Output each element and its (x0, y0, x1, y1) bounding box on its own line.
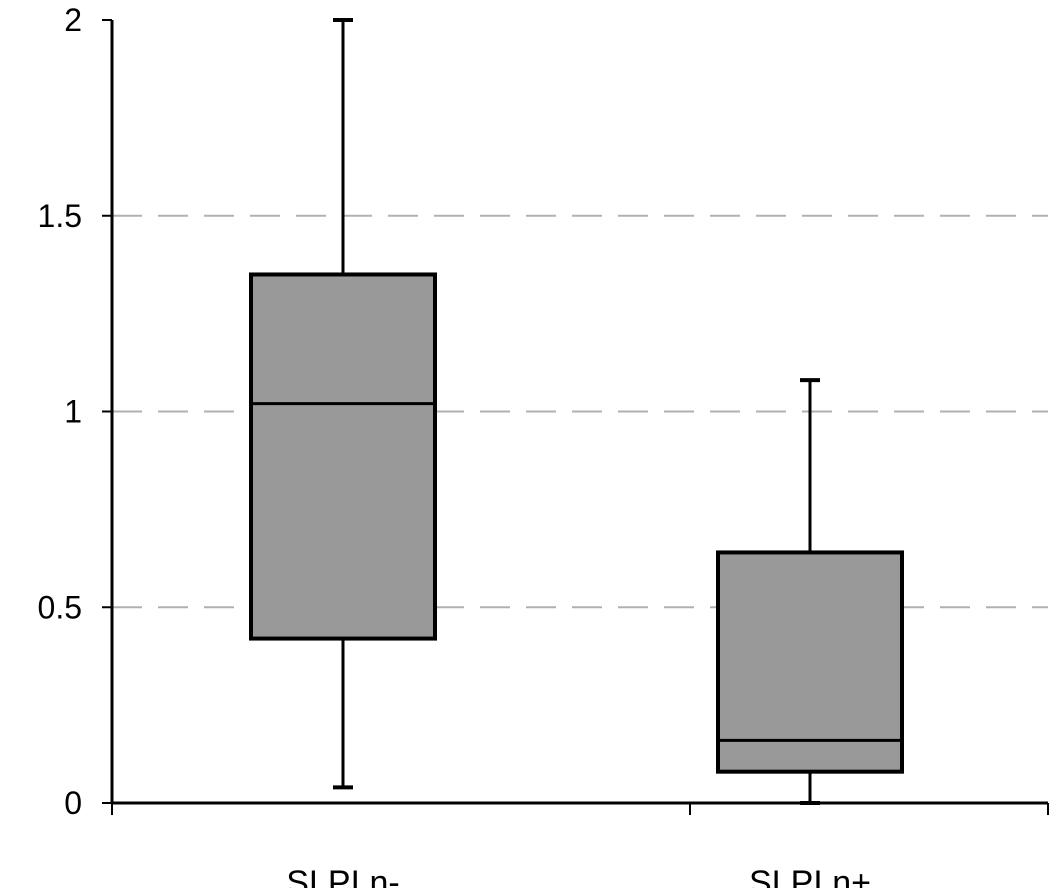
box-layer (249, 18, 904, 805)
label-layer: 0 0.5 1 1.5 2 SLPI n- SLPI n+ (38, 2, 871, 888)
y-tick-label: 0.5 (38, 589, 82, 625)
axis-layer (102, 19, 1049, 815)
y-tick-label: 1.5 (38, 198, 82, 234)
category-label: SLPI n- (286, 864, 399, 888)
iqr-box (249, 272, 437, 641)
iqr-box (716, 550, 904, 774)
y-tick-label: 0 (64, 785, 82, 821)
y-tick-label: 1 (64, 394, 82, 430)
y-tick-label: 2 (64, 2, 82, 38)
category-label: SLPI n+ (749, 864, 871, 888)
